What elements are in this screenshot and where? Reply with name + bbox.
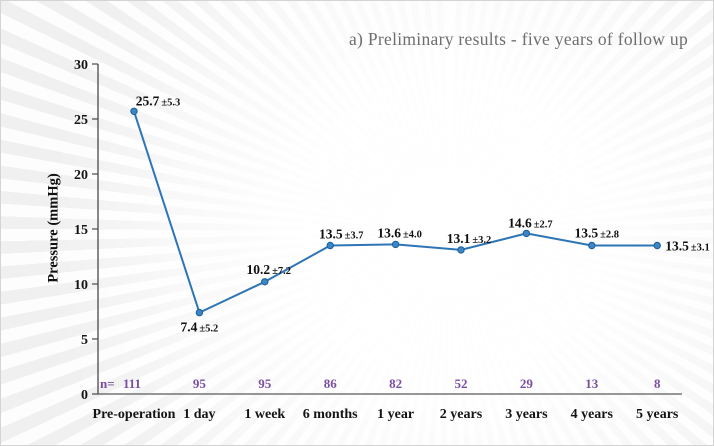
n-count: 13: [585, 376, 599, 391]
data-labels: 25.7 ±5.3 7.4 ±5.2 10.2 ±7.2 13.5 ±3.7 13.6 ±4.0 1…: [136, 93, 710, 334]
n-row-prefix: n=: [100, 376, 115, 391]
data-point: [130, 107, 138, 116]
y-tick-label: 20: [74, 168, 88, 183]
data-point: [588, 241, 596, 250]
y-tick-label: 25: [74, 113, 88, 128]
series-line: [133, 110, 658, 314]
n-count: 95: [258, 376, 272, 391]
y-tick-label: 30: [74, 58, 88, 73]
data-point: [195, 308, 204, 317]
n-count: 95: [193, 376, 207, 391]
data-point-markers: [130, 107, 661, 317]
data-point-label: 14.6 ±2.7: [508, 215, 553, 230]
n-row: n= 111 95 95 86 82 52 29 13 8: [100, 376, 661, 391]
y-tick-label: 5: [81, 333, 88, 348]
data-point-label: 13.5 ±3.1: [665, 239, 710, 254]
n-count: 86: [324, 376, 338, 391]
x-category-label: 1 day: [183, 407, 215, 422]
n-count: 29: [520, 376, 534, 391]
x-category-label: 1 week: [244, 407, 285, 422]
x-category-label: 1 year: [377, 407, 414, 422]
chart-title: a) Preliminary results - five years of f…: [348, 29, 688, 49]
data-point-label: 13.1 ±3.2: [447, 231, 492, 246]
data-point-label: 10.2 ±7.2: [247, 262, 292, 277]
x-category-label: 2 years: [440, 407, 483, 422]
y-tick-label: 10: [74, 278, 88, 293]
n-count: 111: [123, 376, 141, 391]
x-category-label: 3 years: [505, 407, 548, 422]
data-point-label: 25.7 ±5.3: [136, 93, 181, 108]
data-point: [457, 246, 465, 254]
data-point-label: 7.4 ±5.2: [181, 320, 219, 335]
x-category-labels: Pre-operation 1 day 1 week 6 months 1 year 2 …: [93, 407, 679, 422]
y-axis: 0 5 10 15 20 25 30: [74, 58, 99, 403]
n-count: 52: [455, 376, 468, 391]
x-category-label: 6 months: [303, 407, 358, 422]
y-tick-label: 0: [81, 388, 88, 403]
data-point: [261, 278, 269, 286]
y-tick-label: 15: [74, 223, 88, 238]
data-point: [522, 229, 531, 238]
n-count: 8: [654, 376, 661, 391]
data-point: [391, 240, 400, 249]
data-point: [326, 241, 334, 250]
data-point-label: 13.5 ±2.8: [575, 226, 620, 241]
data-point-label: 13.6 ±4.0: [377, 225, 422, 240]
data-point-label: 13.5 ±3.7: [319, 227, 364, 242]
x-category-label: 4 years: [571, 407, 614, 422]
x-category-label: Pre-operation: [93, 407, 176, 422]
x-category-label: 5 years: [636, 407, 679, 422]
data-point: [653, 241, 661, 250]
n-count: 82: [389, 376, 402, 391]
pressure-line: [133, 110, 658, 314]
